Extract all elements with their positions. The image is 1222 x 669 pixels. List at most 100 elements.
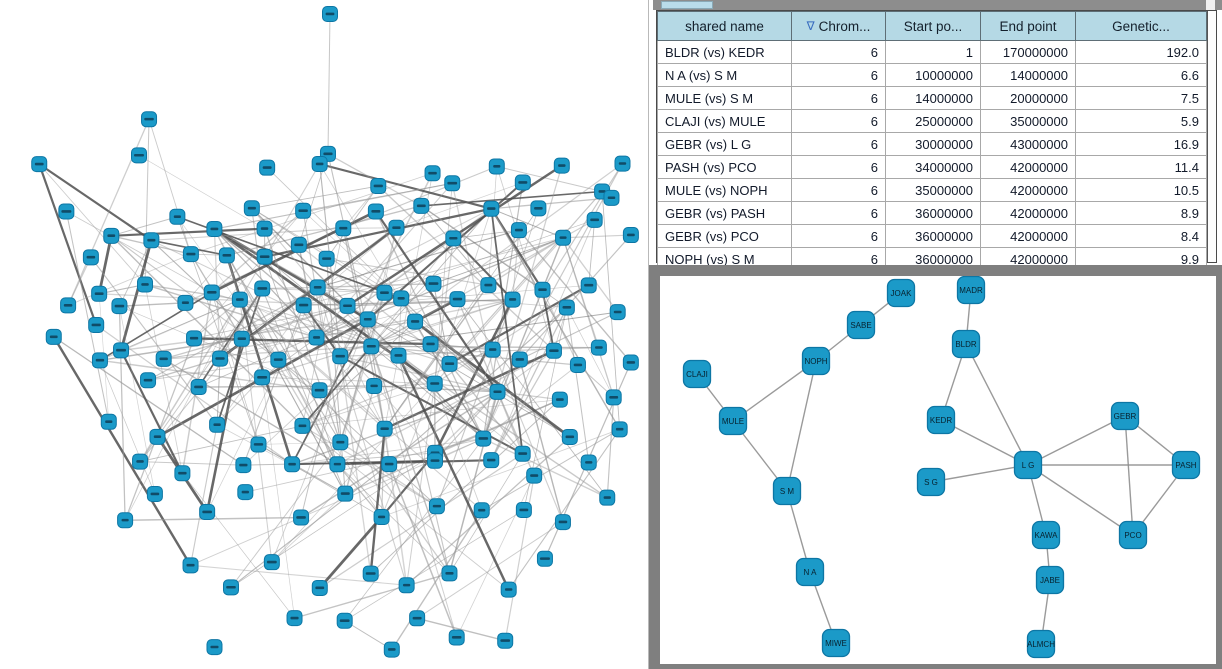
network-node[interactable] (117, 512, 134, 529)
network-node[interactable] (113, 342, 130, 359)
network-node[interactable] (393, 290, 410, 307)
network-node[interactable] (580, 277, 597, 294)
node-n-a[interactable]: N A (795, 557, 825, 587)
network-node[interactable] (603, 189, 620, 206)
network-node[interactable] (60, 297, 77, 314)
node-almch[interactable]: ALMCH (1026, 629, 1055, 659)
network-node[interactable] (611, 421, 628, 438)
table-row[interactable]: N A (vs) S M 6 10000000 14000000 6.6 (657, 63, 1207, 87)
network-node[interactable] (263, 554, 280, 571)
network-node[interactable] (169, 208, 186, 225)
network-node[interactable] (536, 550, 553, 567)
network-node[interactable] (622, 227, 639, 244)
network-node[interactable] (475, 430, 492, 447)
network-node[interactable] (290, 236, 307, 253)
table-cell[interactable]: MULE (vs) NOPH (657, 178, 792, 202)
network-node[interactable] (295, 202, 312, 219)
table-cell[interactable]: 42000000 (980, 155, 1076, 179)
table-vscroll-track[interactable] (1207, 11, 1216, 262)
network-node[interactable] (515, 502, 532, 519)
table-cell[interactable]: MULE (vs) S M (657, 86, 792, 110)
network-node[interactable] (398, 577, 415, 594)
network-node[interactable] (586, 211, 603, 228)
node-s-g[interactable]: S G (916, 467, 946, 497)
table-cell[interactable]: 192.0 (1075, 40, 1207, 64)
table-cell[interactable]: 1 (885, 40, 981, 64)
network-node[interactable] (390, 347, 407, 364)
table-hscroll-thumb[interactable] (661, 1, 713, 9)
network-node[interactable] (206, 639, 223, 656)
network-node[interactable] (203, 284, 220, 301)
network-node[interactable] (250, 436, 267, 453)
network-node[interactable] (366, 377, 383, 394)
node-mule[interactable]: MULE (718, 406, 748, 436)
network-node[interactable] (488, 158, 505, 175)
column-header-genetic-[interactable]: Genetic... (1075, 11, 1207, 41)
network-node[interactable] (336, 612, 353, 629)
network-node[interactable] (489, 383, 506, 400)
network-node[interactable] (448, 629, 465, 646)
network-node[interactable] (553, 157, 570, 174)
network-node[interactable] (254, 369, 271, 386)
network-node[interactable] (426, 375, 443, 392)
table-cell[interactable]: CLAJI (vs) MULE (657, 109, 792, 133)
network-node[interactable] (407, 313, 424, 330)
network-node[interactable] (146, 485, 163, 502)
table-cell[interactable]: 7.5 (1075, 86, 1207, 110)
network-node[interactable] (534, 281, 551, 298)
node-noph[interactable]: NOPH (801, 346, 831, 376)
network-node[interactable] (318, 250, 335, 267)
table-cell[interactable]: 35000000 (980, 109, 1076, 133)
network-node[interactable] (311, 155, 328, 172)
network-node[interactable] (329, 456, 346, 473)
network-node[interactable] (311, 382, 328, 399)
network-node[interactable] (359, 311, 376, 328)
node-joak[interactable]: JOAK (886, 278, 916, 308)
network-node[interactable] (295, 297, 312, 314)
network-node[interactable] (622, 354, 639, 371)
table-cell[interactable]: 25000000 (885, 109, 981, 133)
network-node[interactable] (254, 280, 271, 297)
table-cell[interactable]: 10000000 (885, 63, 981, 87)
table-row[interactable]: CLAJI (vs) MULE 6 25000000 35000000 5.9 (657, 109, 1207, 133)
network-node[interactable] (186, 330, 203, 347)
table-row[interactable]: BLDR (vs) KEDR 6 1 170000000 192.0 (657, 40, 1207, 64)
table-cell[interactable]: 6 (791, 132, 886, 156)
network-node[interactable] (609, 304, 626, 321)
table-cell[interactable]: 6.6 (1075, 63, 1207, 87)
table-cell[interactable]: 6 (791, 178, 886, 202)
network-node[interactable] (284, 456, 301, 473)
column-header-start-po-[interactable]: Start po... (885, 11, 981, 41)
network-node[interactable] (599, 489, 616, 506)
network-node[interactable] (422, 336, 439, 353)
network-node[interactable] (530, 200, 547, 217)
table-cell[interactable]: 8.4 (1075, 224, 1207, 248)
table-cell[interactable]: 6 (791, 109, 886, 133)
table-cell[interactable]: 36000000 (885, 247, 981, 271)
network-node[interactable] (332, 434, 349, 451)
table-cell[interactable]: 11.4 (1075, 155, 1207, 179)
network-node[interactable] (308, 329, 325, 346)
main-network-canvas[interactable] (0, 0, 648, 669)
node-pash[interactable]: PASH (1171, 450, 1201, 480)
table-cell[interactable]: 35000000 (885, 178, 981, 202)
network-node[interactable] (388, 219, 405, 236)
network-node[interactable] (31, 156, 48, 173)
network-node[interactable] (182, 557, 199, 574)
network-node[interactable] (233, 330, 250, 347)
network-node[interactable] (484, 341, 501, 358)
network-node[interactable] (243, 200, 260, 217)
network-node[interactable] (514, 174, 531, 191)
network-node[interactable] (199, 504, 216, 521)
network-node[interactable] (212, 350, 229, 367)
network-node[interactable] (231, 291, 248, 308)
table-cell[interactable]: NOPH (vs) S M (657, 247, 792, 271)
node-claji[interactable]: CLAJI (682, 359, 712, 389)
table-cell[interactable]: 6 (791, 40, 886, 64)
network-node[interactable] (370, 178, 387, 195)
network-node[interactable] (294, 417, 311, 434)
network-node[interactable] (182, 246, 199, 263)
table-cell[interactable]: 20000000 (980, 86, 1076, 110)
column-header-chrom-[interactable]: ∇ Chrom... (791, 11, 886, 41)
table-cell[interactable]: 36000000 (885, 201, 981, 225)
